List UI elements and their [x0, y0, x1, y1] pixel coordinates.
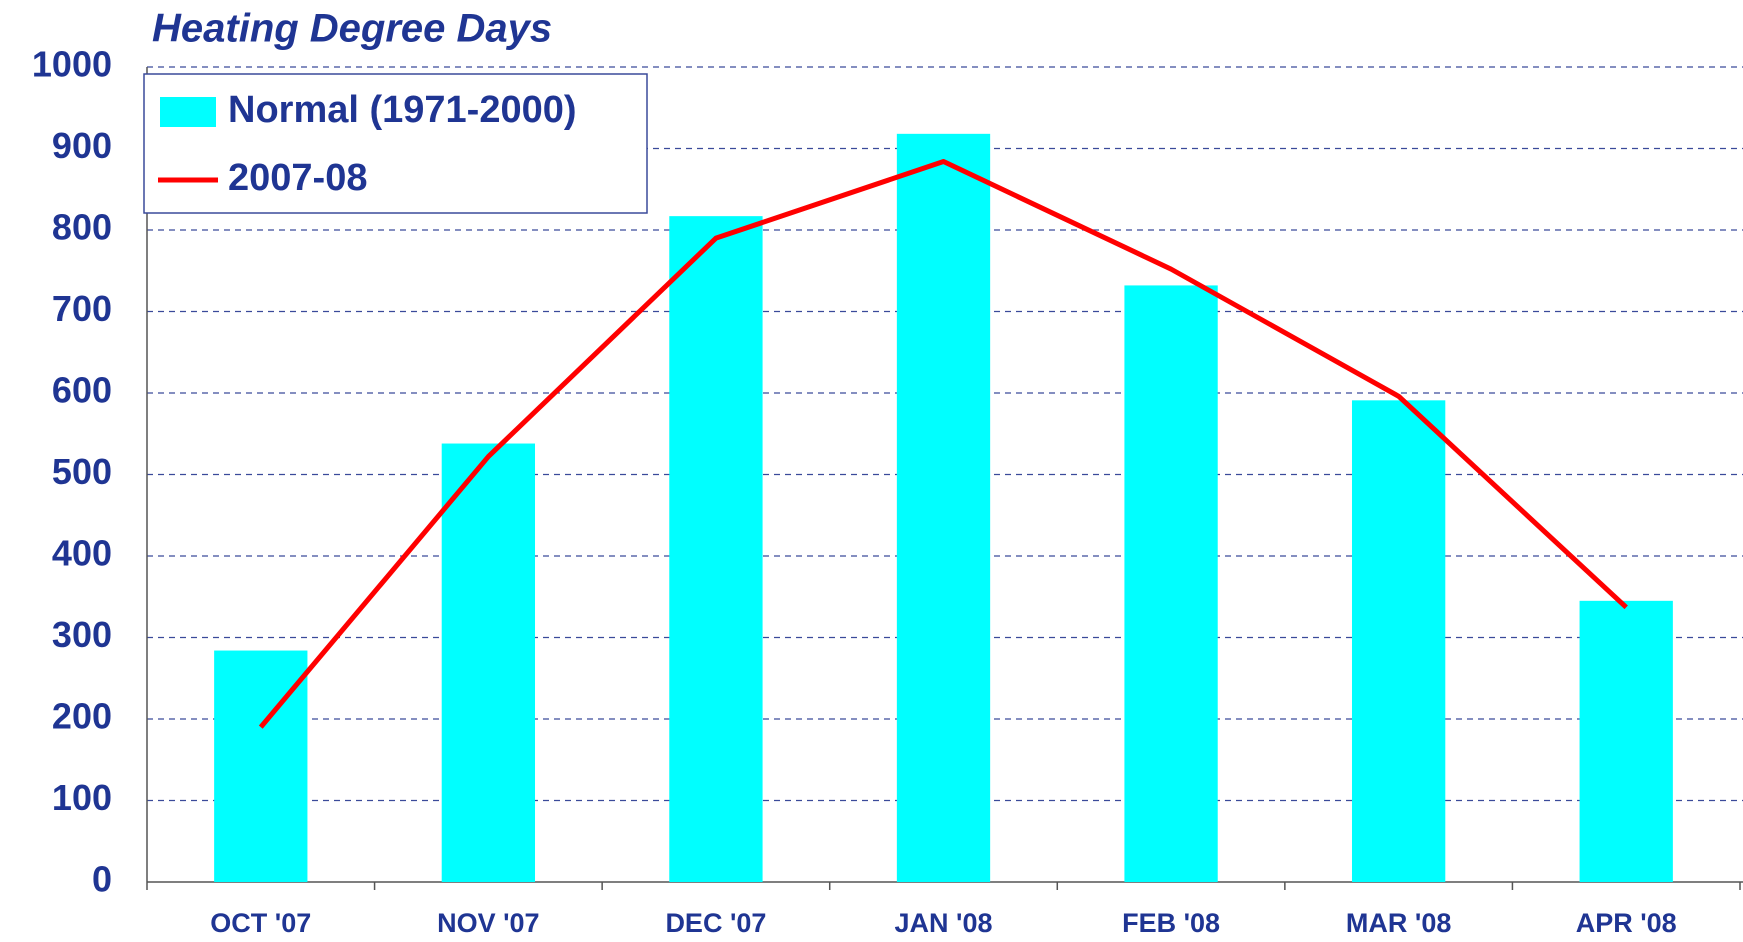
y-tick-label: 200: [52, 696, 112, 737]
bar: [441, 443, 536, 882]
y-tick-label: 700: [52, 288, 112, 329]
legend-label: 2007-08: [228, 157, 367, 199]
bar: [669, 216, 763, 882]
x-tick-label: FEB '08: [1122, 908, 1220, 938]
y-tick-label: 1000: [32, 44, 112, 85]
y-tick-label: 600: [52, 370, 112, 411]
x-tick-label: DEC '07: [665, 908, 766, 938]
bar: [1124, 285, 1218, 882]
y-tick-label: 800: [52, 207, 112, 248]
chart-title: Heating Degree Days: [152, 7, 552, 51]
legend-label: Normal (1971-2000): [228, 89, 577, 131]
y-tick-label: 900: [52, 125, 112, 166]
x-tick-label: NOV '07: [437, 908, 539, 938]
legend-swatch: [160, 97, 216, 127]
x-tick-label: APR '08: [1576, 908, 1677, 938]
y-tick-label: 400: [52, 533, 112, 574]
bar: [1579, 600, 1673, 882]
line: [258, 159, 1628, 729]
y-tick-label: 0: [92, 859, 112, 900]
x-tick-label: JAN '08: [895, 908, 993, 938]
y-tick-label: 100: [52, 777, 112, 818]
x-tick-label: MAR '08: [1346, 908, 1451, 938]
y-tick-label: 300: [52, 614, 112, 655]
bar: [896, 133, 991, 882]
bar: [1351, 400, 1446, 882]
legend-box: [143, 73, 648, 214]
x-tick-label: OCT '07: [210, 908, 311, 938]
y-tick-label: 500: [52, 451, 112, 492]
